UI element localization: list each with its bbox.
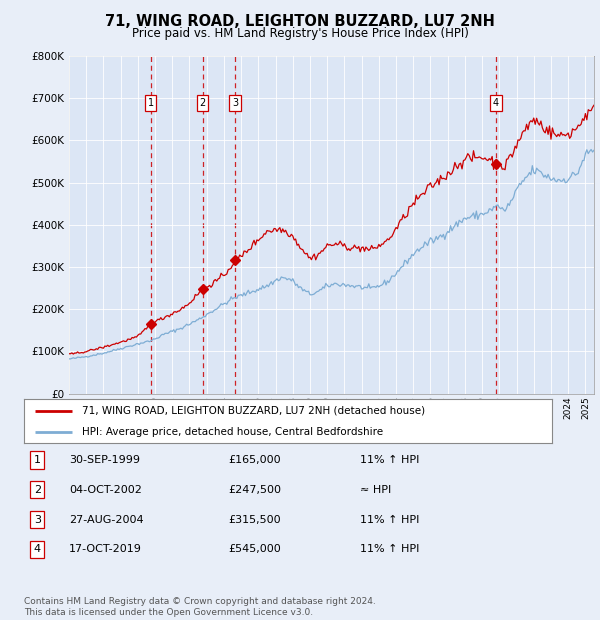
Text: £247,500: £247,500 — [228, 485, 281, 495]
Text: 71, WING ROAD, LEIGHTON BUZZARD, LU7 2NH: 71, WING ROAD, LEIGHTON BUZZARD, LU7 2NH — [105, 14, 495, 29]
Text: 1: 1 — [34, 455, 41, 465]
Text: 30-SEP-1999: 30-SEP-1999 — [69, 455, 140, 465]
Text: £165,000: £165,000 — [228, 455, 281, 465]
Text: 3: 3 — [34, 515, 41, 525]
Text: Price paid vs. HM Land Registry's House Price Index (HPI): Price paid vs. HM Land Registry's House … — [131, 27, 469, 40]
Text: 3: 3 — [232, 98, 238, 108]
Text: 11% ↑ HPI: 11% ↑ HPI — [360, 544, 419, 554]
Text: 2: 2 — [199, 98, 206, 108]
Text: 04-OCT-2002: 04-OCT-2002 — [69, 485, 142, 495]
Text: £315,500: £315,500 — [228, 515, 281, 525]
Text: 27-AUG-2004: 27-AUG-2004 — [69, 515, 143, 525]
Text: 2: 2 — [34, 485, 41, 495]
Text: 4: 4 — [34, 544, 41, 554]
Text: 71, WING ROAD, LEIGHTON BUZZARD, LU7 2NH (detached house): 71, WING ROAD, LEIGHTON BUZZARD, LU7 2NH… — [82, 405, 425, 416]
Text: 1: 1 — [148, 98, 154, 108]
Text: HPI: Average price, detached house, Central Bedfordshire: HPI: Average price, detached house, Cent… — [82, 427, 383, 437]
Text: 11% ↑ HPI: 11% ↑ HPI — [360, 515, 419, 525]
Text: ≈ HPI: ≈ HPI — [360, 485, 391, 495]
Text: 4: 4 — [493, 98, 499, 108]
Text: £545,000: £545,000 — [228, 544, 281, 554]
Text: Contains HM Land Registry data © Crown copyright and database right 2024.
This d: Contains HM Land Registry data © Crown c… — [24, 598, 376, 617]
Text: 17-OCT-2019: 17-OCT-2019 — [69, 544, 142, 554]
Text: 11% ↑ HPI: 11% ↑ HPI — [360, 455, 419, 465]
